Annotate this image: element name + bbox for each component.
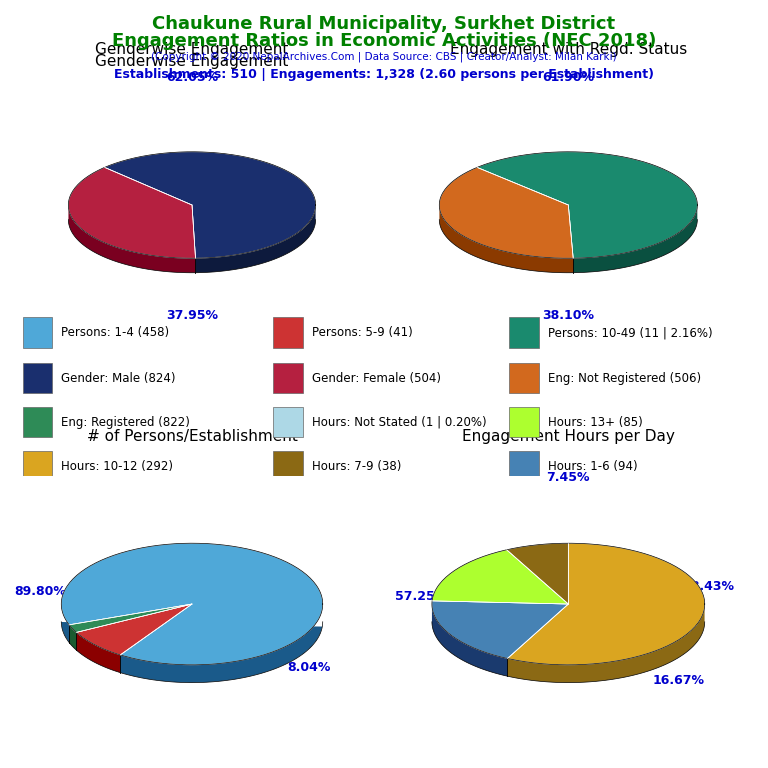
Bar <box>23 317 52 348</box>
Text: Chaukune Rural Municipality, Surkhet District: Chaukune Rural Municipality, Surkhet Dis… <box>152 15 616 33</box>
Polygon shape <box>439 167 573 258</box>
Text: 16.67%: 16.67% <box>653 674 705 687</box>
Text: 38.10%: 38.10% <box>542 309 594 322</box>
Text: Hours: 1-6 (94): Hours: 1-6 (94) <box>548 459 637 472</box>
Polygon shape <box>104 152 316 258</box>
Bar <box>23 363 52 393</box>
Title: Genderwise Engagement: Genderwise Engagement <box>95 55 289 69</box>
Bar <box>273 407 303 437</box>
Bar <box>273 317 303 348</box>
Polygon shape <box>61 543 323 665</box>
Text: Engagement Ratios in Economic Activities (NEC 2018): Engagement Ratios in Economic Activities… <box>112 32 656 50</box>
Polygon shape <box>76 632 121 673</box>
Text: # of Persons/Establishment: # of Persons/Establishment <box>87 429 297 445</box>
Text: 37.95%: 37.95% <box>166 309 218 322</box>
Text: (Copyright © 2020 NepalArchives.Com | Data Source: CBS | Creator/Analyst: Milan : (Copyright © 2020 NepalArchives.Com | Da… <box>151 51 617 62</box>
Text: Hours: 10-12 (292): Hours: 10-12 (292) <box>61 459 173 472</box>
Polygon shape <box>68 167 196 258</box>
Polygon shape <box>432 601 568 658</box>
Text: Genderwise Engagement: Genderwise Engagement <box>95 42 289 58</box>
Text: 7.45%: 7.45% <box>547 471 590 484</box>
Bar <box>23 407 52 437</box>
Text: Hours: 13+ (85): Hours: 13+ (85) <box>548 415 642 429</box>
Polygon shape <box>507 543 568 604</box>
Text: Persons: 5-9 (41): Persons: 5-9 (41) <box>312 326 412 339</box>
Polygon shape <box>508 607 704 683</box>
Text: 61.90%: 61.90% <box>542 71 594 84</box>
Bar <box>509 363 539 393</box>
Text: 62.05%: 62.05% <box>166 71 218 84</box>
Text: Engagement Hours per Day: Engagement Hours per Day <box>462 429 675 445</box>
Bar <box>23 451 52 482</box>
Bar <box>273 451 303 482</box>
Polygon shape <box>439 207 573 273</box>
Polygon shape <box>477 152 697 258</box>
Polygon shape <box>196 207 316 273</box>
Text: Persons: 1-4 (458): Persons: 1-4 (458) <box>61 326 169 339</box>
Polygon shape <box>68 207 196 273</box>
Text: Eng: Registered (822): Eng: Registered (822) <box>61 415 190 429</box>
Polygon shape <box>76 604 192 655</box>
Text: 89.80%: 89.80% <box>14 585 66 598</box>
Text: 57.25%: 57.25% <box>395 590 447 603</box>
Polygon shape <box>432 605 508 676</box>
Text: 8.04%: 8.04% <box>287 661 330 674</box>
Polygon shape <box>69 604 192 632</box>
Text: Gender: Female (504): Gender: Female (504) <box>312 372 441 385</box>
Polygon shape <box>432 550 568 604</box>
Text: Gender: Male (824): Gender: Male (824) <box>61 372 176 385</box>
Polygon shape <box>508 543 705 665</box>
Polygon shape <box>573 207 697 273</box>
Polygon shape <box>69 625 76 650</box>
Bar <box>509 407 539 437</box>
Text: Eng: Not Registered (506): Eng: Not Registered (506) <box>548 372 701 385</box>
Polygon shape <box>61 604 323 683</box>
Text: Hours: 7-9 (38): Hours: 7-9 (38) <box>312 459 401 472</box>
Bar <box>273 363 303 393</box>
Text: Persons: 10-49 (11 | 2.16%): Persons: 10-49 (11 | 2.16%) <box>548 326 712 339</box>
Text: Engagement with Regd. Status: Engagement with Regd. Status <box>450 42 687 58</box>
Text: Hours: Not Stated (1 | 0.20%): Hours: Not Stated (1 | 0.20%) <box>312 415 486 429</box>
Text: 18.43%: 18.43% <box>683 580 734 593</box>
Text: Establishments: 510 | Engagements: 1,328 (2.60 persons per Establishment): Establishments: 510 | Engagements: 1,328… <box>114 68 654 81</box>
Bar <box>509 317 539 348</box>
Bar <box>509 451 539 482</box>
